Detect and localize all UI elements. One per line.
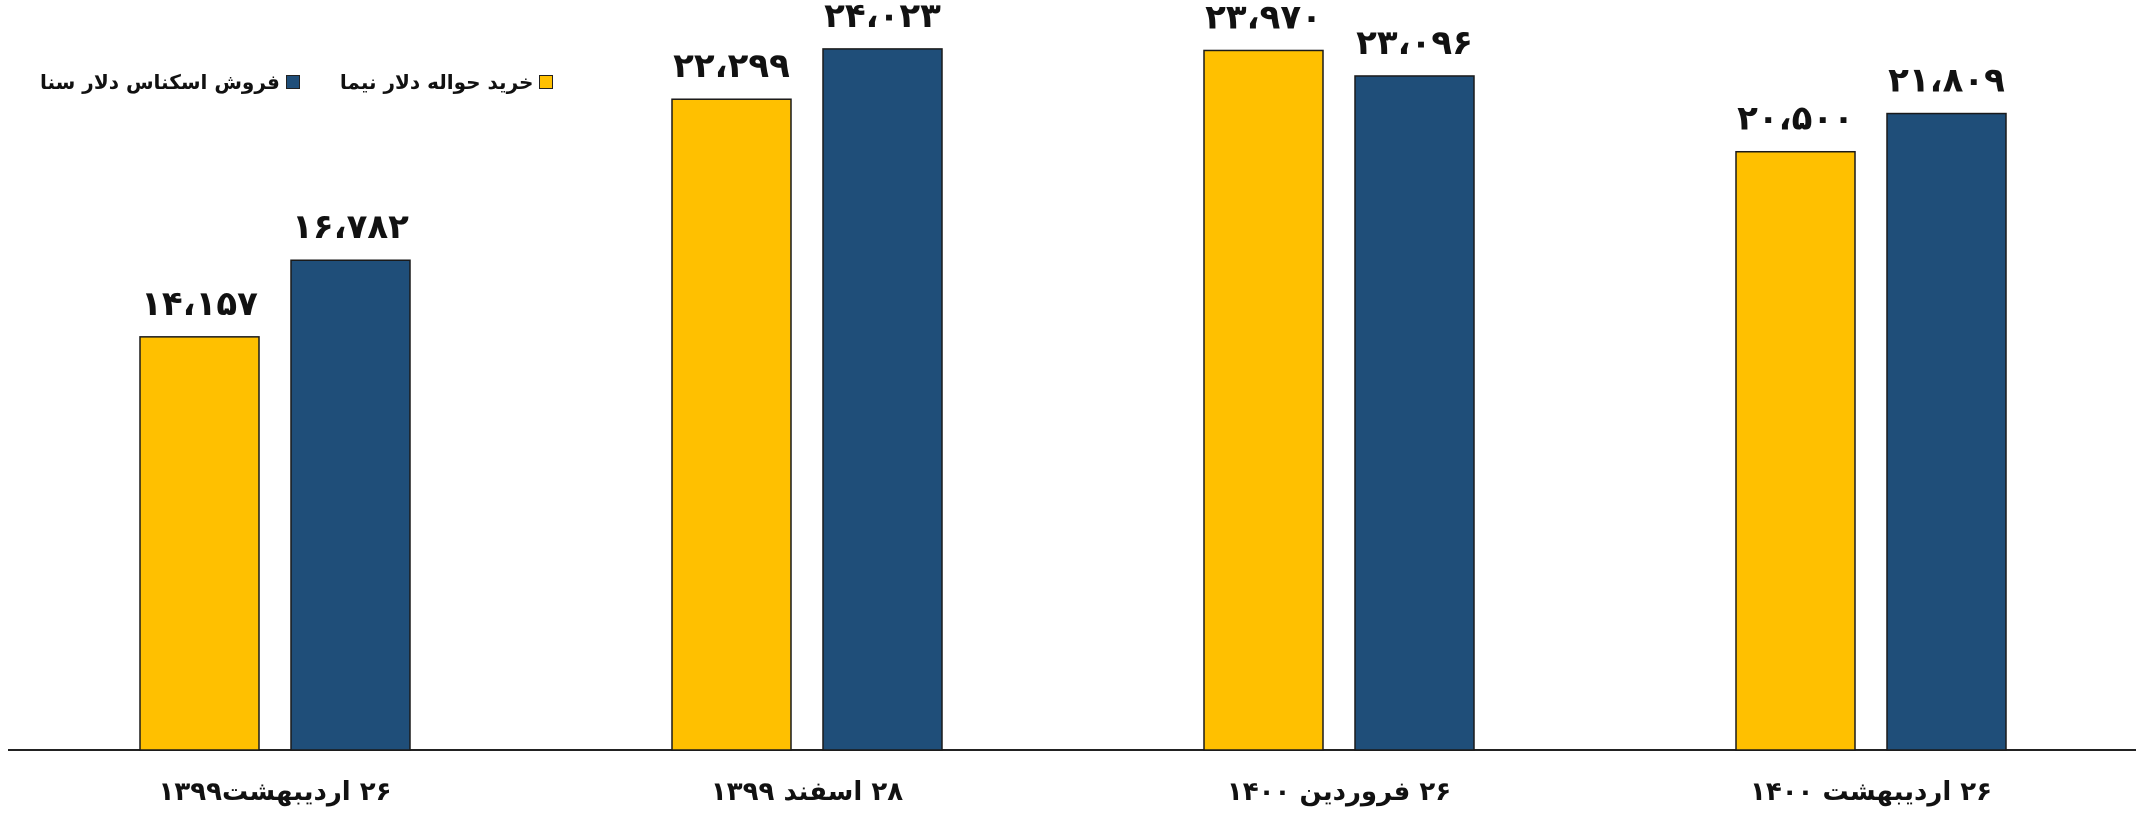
data-label-series-0-category-3: ۲۰،۵۰۰ bbox=[1737, 99, 1854, 139]
x-tick-label-3: ۲۶ اردیبهشت ۱۴۰۰ bbox=[1750, 777, 1992, 807]
bar-series-0-category-1 bbox=[672, 99, 791, 750]
bar-series-1-category-0 bbox=[291, 260, 410, 750]
data-label-series-1-category-2: ۲۳،۰۹۶ bbox=[1356, 23, 1473, 63]
bar-series-1-category-3 bbox=[1887, 114, 2006, 750]
data-label-series-0-category-1: ۲۲،۲۹۹ bbox=[673, 46, 790, 86]
bar-series-1-category-1 bbox=[823, 49, 942, 750]
x-tick-label-0: ۲۶ اردیبهشت۱۳۹۹ bbox=[158, 777, 391, 807]
bar-series-0-category-2 bbox=[1204, 50, 1323, 750]
x-tick-label-1: ۲۸ اسفند ۱۳۹۹ bbox=[711, 777, 903, 807]
data-label-series-1-category-3: ۲۱،۸۰۹ bbox=[1888, 61, 2005, 101]
data-label-series-0-category-0: ۱۴،۱۵۷ bbox=[141, 284, 258, 324]
data-label-series-1-category-0: ۱۶،۷۸۲ bbox=[292, 207, 409, 247]
x-tick-label-2: ۲۶ فروردین ۱۴۰۰ bbox=[1227, 777, 1451, 807]
data-label-series-1-category-1: ۲۴،۰۲۳ bbox=[824, 0, 941, 36]
bar-series-0-category-0 bbox=[140, 337, 259, 750]
bar-series-1-category-2 bbox=[1355, 76, 1474, 750]
bar-series-0-category-3 bbox=[1736, 152, 1855, 750]
data-label-series-0-category-2: ۲۳،۹۷۰ bbox=[1205, 0, 1322, 37]
